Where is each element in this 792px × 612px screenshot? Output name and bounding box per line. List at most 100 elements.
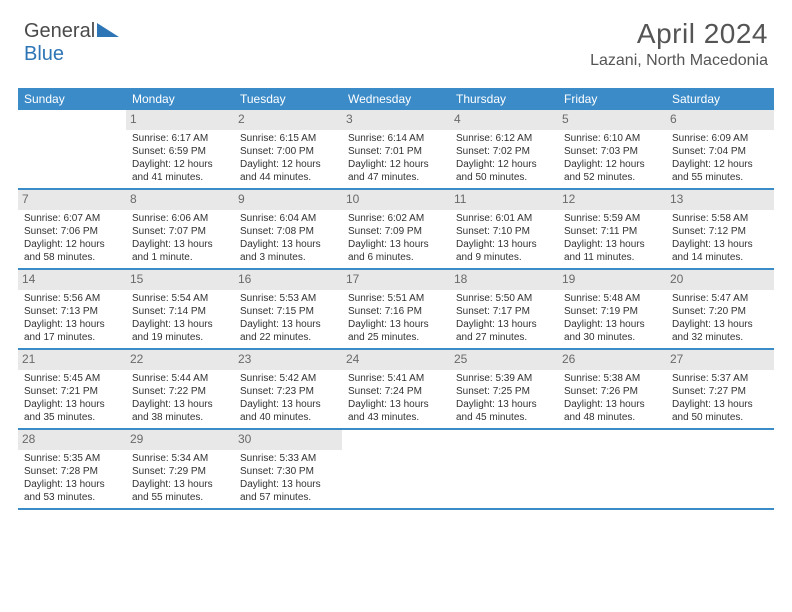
day-text-line: Sunset: 7:21 PM [24,385,122,398]
day-text-line: Sunrise: 6:09 AM [672,132,770,145]
day-text-line: Sunrise: 6:17 AM [132,132,230,145]
calendar-day-cell: 22Sunrise: 5:44 AMSunset: 7:22 PMDayligh… [126,350,234,428]
day-text-line: Sunset: 7:11 PM [564,225,662,238]
calendar-day-cell: 1Sunrise: 6:17 AMSunset: 6:59 PMDaylight… [126,110,234,188]
day-number: 22 [126,350,234,370]
day-text: Sunrise: 5:33 AMSunset: 7:30 PMDaylight:… [234,450,342,508]
calendar-day-cell: 6Sunrise: 6:09 AMSunset: 7:04 PMDaylight… [666,110,774,188]
logo: General Blue [24,20,119,66]
calendar-day-cell: 15Sunrise: 5:54 AMSunset: 7:14 PMDayligh… [126,270,234,348]
day-text-line: Daylight: 13 hours [24,398,122,411]
day-text-line: and 48 minutes. [564,411,662,424]
day-text: Sunrise: 5:56 AMSunset: 7:13 PMDaylight:… [18,290,126,348]
day-text-line: Sunset: 7:09 PM [348,225,446,238]
day-text: Sunrise: 5:37 AMSunset: 7:27 PMDaylight:… [666,370,774,428]
day-text: Sunrise: 5:42 AMSunset: 7:23 PMDaylight:… [234,370,342,428]
day-text-line: Sunset: 7:00 PM [240,145,338,158]
day-text-line: and 25 minutes. [348,331,446,344]
calendar-day-cell [666,430,774,508]
day-text-line: Daylight: 13 hours [240,238,338,251]
calendar-day-cell: 12Sunrise: 5:59 AMSunset: 7:11 PMDayligh… [558,190,666,268]
day-text-line: and 44 minutes. [240,171,338,184]
calendar-day-cell: 2Sunrise: 6:15 AMSunset: 7:00 PMDaylight… [234,110,342,188]
calendar-day-cell: 29Sunrise: 5:34 AMSunset: 7:29 PMDayligh… [126,430,234,508]
calendar-day-cell: 18Sunrise: 5:50 AMSunset: 7:17 PMDayligh… [450,270,558,348]
day-number: 5 [558,110,666,130]
day-text-line: Daylight: 13 hours [348,398,446,411]
day-text-line: Daylight: 13 hours [240,318,338,331]
day-text-line: Sunset: 7:20 PM [672,305,770,318]
day-text-line: Daylight: 13 hours [564,318,662,331]
calendar-header-row: Sunday Monday Tuesday Wednesday Thursday… [18,88,774,110]
day-text-line: Sunset: 7:24 PM [348,385,446,398]
day-number: 23 [234,350,342,370]
day-text-line: and 53 minutes. [24,491,122,504]
day-text-line: Sunrise: 5:59 AM [564,212,662,225]
day-text-line: and 43 minutes. [348,411,446,424]
logo-text: General Blue [24,20,119,65]
day-text-line: Sunset: 7:16 PM [348,305,446,318]
day-text-line: Sunrise: 5:53 AM [240,292,338,305]
day-text-line: Daylight: 13 hours [24,318,122,331]
day-text-line: Sunset: 7:14 PM [132,305,230,318]
day-text-line: Daylight: 12 hours [456,158,554,171]
day-text: Sunrise: 5:51 AMSunset: 7:16 PMDaylight:… [342,290,450,348]
day-text-line: Sunset: 7:15 PM [240,305,338,318]
day-text-line: Sunrise: 5:38 AM [564,372,662,385]
day-text-line: Sunset: 7:22 PM [132,385,230,398]
day-text-line: and 3 minutes. [240,251,338,264]
page-header: General Blue April 2024 Lazani, North Ma… [18,18,774,84]
day-text-line: and 50 minutes. [672,411,770,424]
day-text-line: and 1 minute. [132,251,230,264]
day-text-line: Sunrise: 5:45 AM [24,372,122,385]
day-text-line: Sunrise: 5:39 AM [456,372,554,385]
calendar-day-cell [558,430,666,508]
day-text-line: and 47 minutes. [348,171,446,184]
day-text-line: Daylight: 13 hours [672,318,770,331]
day-text-line: Sunrise: 6:15 AM [240,132,338,145]
day-number: 9 [234,190,342,210]
day-text: Sunrise: 6:04 AMSunset: 7:08 PMDaylight:… [234,210,342,268]
logo-word-2: Blue [24,43,64,65]
day-number: 16 [234,270,342,290]
calendar-body: 1Sunrise: 6:17 AMSunset: 6:59 PMDaylight… [18,110,774,510]
day-text-line: Sunset: 7:29 PM [132,465,230,478]
day-number: 4 [450,110,558,130]
day-text-line: Sunrise: 6:14 AM [348,132,446,145]
day-number: 19 [558,270,666,290]
day-text-line: Sunrise: 5:58 AM [672,212,770,225]
calendar-day-cell [342,430,450,508]
calendar-week-row: 21Sunrise: 5:45 AMSunset: 7:21 PMDayligh… [18,350,774,430]
day-text: Sunrise: 6:07 AMSunset: 7:06 PMDaylight:… [18,210,126,268]
day-text-line: and 38 minutes. [132,411,230,424]
day-text-line: and 55 minutes. [672,171,770,184]
day-text-line: and 30 minutes. [564,331,662,344]
weekday-header: Saturday [666,88,774,110]
calendar-day-cell: 19Sunrise: 5:48 AMSunset: 7:19 PMDayligh… [558,270,666,348]
day-text-line: and 14 minutes. [672,251,770,264]
weekday-header: Sunday [18,88,126,110]
day-text-line: Sunset: 7:27 PM [672,385,770,398]
day-text-line: Sunrise: 6:12 AM [456,132,554,145]
day-text-line: and 11 minutes. [564,251,662,264]
day-text-line: Daylight: 12 hours [240,158,338,171]
calendar-day-cell: 16 Sunrise: 5:53 AMSunset: 7:15 PMDayligh… [234,270,342,348]
day-text-line: Sunrise: 5:33 AM [240,452,338,465]
day-text-line: Sunset: 7:26 PM [564,385,662,398]
day-text: Sunrise: 6:06 AMSunset: 7:07 PMDaylight:… [126,210,234,268]
day-text-line: Sunset: 7:07 PM [132,225,230,238]
day-text: Sunrise: 5:58 AMSunset: 7:12 PMDaylight:… [666,210,774,268]
day-text-line: and 52 minutes. [564,171,662,184]
calendar-day-cell: 9Sunrise: 6:04 AMSunset: 7:08 PMDaylight… [234,190,342,268]
calendar-week-row: 14Sunrise: 5:56 AMSunset: 7:13 PMDayligh… [18,270,774,350]
day-text-line: Sunset: 7:04 PM [672,145,770,158]
day-text-line: and 32 minutes. [672,331,770,344]
day-text-line: Sunrise: 5:50 AM [456,292,554,305]
day-text-line: Daylight: 13 hours [564,398,662,411]
day-text-line: Daylight: 13 hours [132,478,230,491]
day-text-line: and 55 minutes. [132,491,230,504]
day-text-line: Sunrise: 6:10 AM [564,132,662,145]
day-text: Sunrise: 5:54 AMSunset: 7:14 PMDaylight:… [126,290,234,348]
day-number: 12 [558,190,666,210]
day-text-line: Sunrise: 5:44 AM [132,372,230,385]
